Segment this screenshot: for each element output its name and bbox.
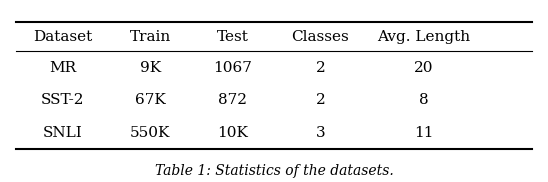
Text: 8: 8 (419, 93, 428, 107)
Text: MR: MR (49, 61, 76, 75)
Text: 9K: 9K (140, 61, 161, 75)
Text: SST-2: SST-2 (41, 93, 84, 107)
Text: 20: 20 (414, 61, 433, 75)
Text: SNLI: SNLI (43, 126, 83, 140)
Text: Avg. Length: Avg. Length (377, 30, 470, 44)
Text: 3: 3 (316, 126, 325, 140)
Text: 550K: 550K (130, 126, 170, 140)
Text: 67K: 67K (135, 93, 165, 107)
Text: 2: 2 (316, 61, 325, 75)
Text: Train: Train (130, 30, 171, 44)
Text: Table 1: Statistics of the datasets.: Table 1: Statistics of the datasets. (155, 164, 393, 178)
Text: Classes: Classes (292, 30, 349, 44)
Text: 1067: 1067 (213, 61, 252, 75)
Text: 11: 11 (414, 126, 433, 140)
Text: 10K: 10K (218, 126, 248, 140)
Text: Dataset: Dataset (33, 30, 93, 44)
Text: 2: 2 (316, 93, 325, 107)
Text: 872: 872 (218, 93, 247, 107)
Text: Test: Test (217, 30, 249, 44)
